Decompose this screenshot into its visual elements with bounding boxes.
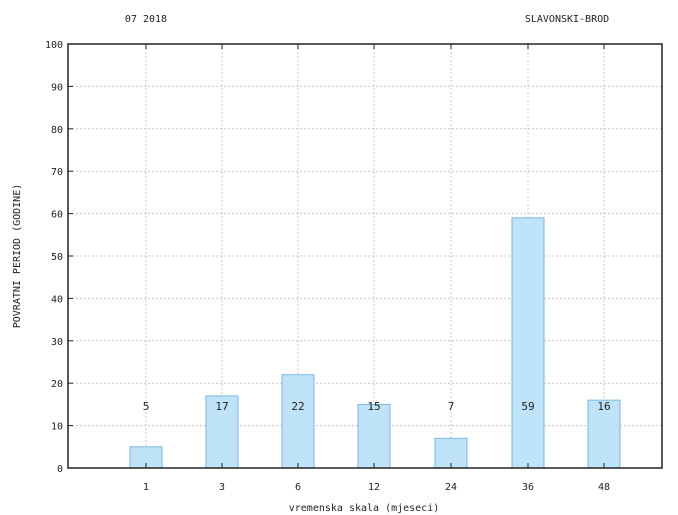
- data-label-48: 16: [597, 400, 610, 413]
- x-tick-label-24: 24: [445, 482, 457, 493]
- y-tick-label: 90: [51, 82, 63, 93]
- x-tick-label-1: 1: [143, 482, 149, 493]
- data-labels: 5 17 22 15 7 59 16: [143, 400, 611, 413]
- x-axis-ticks: 1 3 6 12 24 36 48: [143, 44, 610, 493]
- grid-lines: [68, 44, 662, 468]
- y-tick-label: 50: [51, 252, 63, 263]
- y-tick-label: 70: [51, 167, 63, 178]
- data-label-12: 15: [367, 400, 380, 413]
- y-tick-label: 60: [51, 210, 63, 221]
- data-label-6: 22: [291, 400, 304, 413]
- data-label-24: 7: [448, 400, 455, 413]
- data-label-3: 17: [215, 400, 228, 413]
- x-axis-label: vremenska skala (mjeseci): [289, 503, 440, 514]
- y-tick-label: 100: [45, 40, 63, 51]
- bar-48: [587, 399, 621, 469]
- bar-36: [511, 217, 545, 469]
- data-label-1: 5: [143, 400, 150, 413]
- bars: [129, 217, 621, 469]
- y-axis-ticks: 0 10 20 30 40 50 60 70 80 90 100: [45, 40, 73, 475]
- x-tick-label-48: 48: [598, 482, 610, 493]
- bar-3: [205, 395, 239, 469]
- y-tick-label: 20: [51, 379, 63, 390]
- x-tick-label-12: 12: [368, 482, 380, 493]
- x-tick-label-36: 36: [522, 482, 534, 493]
- x-tick-label-3: 3: [219, 482, 225, 493]
- y-tick-label: 30: [51, 337, 63, 348]
- x-tick-label-6: 6: [295, 482, 301, 493]
- bar-12: [357, 403, 391, 469]
- chart-header-left: 07 2018: [125, 14, 167, 25]
- y-tick-label: 80: [51, 125, 63, 136]
- y-tick-label: 40: [51, 294, 63, 305]
- y-tick-label: 10: [51, 422, 63, 433]
- data-label-36: 59: [521, 400, 534, 413]
- chart-header-right: SLAVONSKI-BROD: [525, 14, 609, 25]
- bar-6: [281, 374, 315, 469]
- y-tick-label: 0: [57, 464, 63, 475]
- y-axis-label: POVRATNI PERIOD (GODINE): [12, 184, 23, 329]
